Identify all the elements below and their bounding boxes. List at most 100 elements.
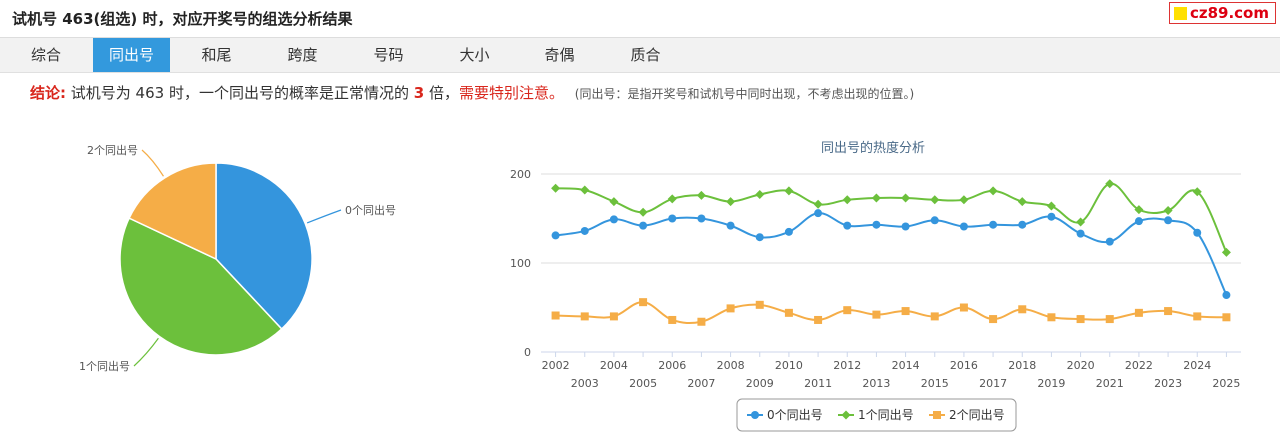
legend-label: 1个同出号 xyxy=(858,408,914,422)
data-point xyxy=(639,298,648,307)
data-point xyxy=(1134,205,1144,215)
data-point xyxy=(930,312,939,321)
data-point xyxy=(813,199,823,209)
data-point xyxy=(697,214,706,223)
x-tick-label: 2011 xyxy=(804,377,832,390)
data-point xyxy=(843,221,852,230)
data-point xyxy=(784,227,793,236)
x-tick-label: 2023 xyxy=(1154,377,1182,390)
data-point xyxy=(1017,197,1027,207)
data-point xyxy=(1221,247,1231,257)
data-point xyxy=(901,222,910,231)
conclusion-label: 结论: xyxy=(30,84,66,102)
line-chart: 同出号的热度分析01002002002200320042005200620072… xyxy=(510,140,1241,432)
x-tick-label: 2006 xyxy=(658,359,686,372)
data-point xyxy=(989,220,998,229)
data-point xyxy=(1193,312,1202,321)
data-point xyxy=(580,226,589,235)
conclusion-multiple: 3 xyxy=(413,84,425,102)
data-point xyxy=(697,317,706,326)
pie-slice-label: 0个同出号 xyxy=(345,203,396,217)
pie-slice-label: 2个同出号 xyxy=(87,143,138,157)
data-point xyxy=(901,193,911,203)
data-point xyxy=(1076,229,1085,238)
tab-prime-composite[interactable]: 质合 xyxy=(630,46,661,64)
conclusion-text-after: 倍， xyxy=(428,84,459,102)
data-point xyxy=(1047,313,1056,322)
tab-big-small[interactable]: 大小 xyxy=(459,46,490,64)
tab-overview[interactable]: 综合 xyxy=(30,46,61,64)
data-point xyxy=(842,195,852,205)
x-tick-label: 2005 xyxy=(629,377,657,390)
x-tick-label: 2017 xyxy=(979,377,1007,390)
page-title: 试机号 463(组选) 时，对应开奖号的组选分析结果 xyxy=(12,10,353,28)
tab-sum-tail[interactable]: 和尾 xyxy=(201,46,232,64)
data-point xyxy=(1222,291,1231,300)
data-point xyxy=(872,220,881,229)
x-tick-label: 2018 xyxy=(1008,359,1036,372)
data-point xyxy=(1018,305,1027,314)
x-tick-label: 2025 xyxy=(1212,377,1240,390)
pie-chart: 0个同出号 1个同出号 2个同出号 xyxy=(79,143,396,373)
data-point xyxy=(696,190,706,200)
data-point xyxy=(988,186,998,196)
x-tick-label: 2019 xyxy=(1037,377,1065,390)
data-point xyxy=(1105,237,1114,246)
data-point xyxy=(751,411,759,419)
x-tick-label: 2009 xyxy=(746,377,774,390)
data-point xyxy=(551,231,560,240)
x-tick-label: 2010 xyxy=(775,359,803,372)
data-point xyxy=(843,306,852,315)
series-line xyxy=(555,182,1228,253)
data-point xyxy=(814,315,823,324)
data-point xyxy=(580,185,590,195)
x-tick-label: 2020 xyxy=(1067,359,1095,372)
badge-square-icon xyxy=(1173,6,1187,20)
data-point xyxy=(814,209,823,218)
x-tick-label: 2007 xyxy=(687,377,715,390)
pie-slice xyxy=(128,162,217,261)
legend-label: 2个同出号 xyxy=(949,408,1005,422)
data-point xyxy=(551,311,560,320)
data-point xyxy=(1076,217,1086,227)
x-tick-label: 2015 xyxy=(921,377,949,390)
tab-same-numbers[interactable]: 同出号 xyxy=(93,38,170,72)
chart-title: 同出号的热度分析 xyxy=(821,140,925,156)
header-bar: 试机号 463(组选) 时，对应开奖号的组选分析结果 cz89.com xyxy=(0,0,1280,38)
data-point xyxy=(755,189,765,199)
data-point xyxy=(1192,187,1202,197)
data-point xyxy=(1018,220,1027,229)
site-badge[interactable]: cz89.com xyxy=(1168,2,1276,24)
pie-leader-line xyxy=(133,337,159,367)
y-tick-label: 100 xyxy=(510,257,531,270)
x-tick-label: 2021 xyxy=(1096,377,1124,390)
conclusion-line: 结论: 试机号为 463 时，一个同出号的概率是正常情况的 3 倍，需要特别注意… xyxy=(30,82,914,103)
data-point xyxy=(1134,308,1143,317)
data-point xyxy=(1076,315,1085,324)
data-point xyxy=(638,207,648,217)
x-tick-label: 2013 xyxy=(862,377,890,390)
pie-slice-label: 1个同出号 xyxy=(79,359,130,373)
data-point xyxy=(668,315,677,324)
x-tick-label: 2022 xyxy=(1125,359,1153,372)
data-point xyxy=(959,303,968,312)
data-point xyxy=(1163,205,1173,215)
tab-number[interactable]: 号码 xyxy=(373,46,404,64)
x-tick-label: 2024 xyxy=(1183,359,1211,372)
x-tick-label: 2016 xyxy=(950,359,978,372)
tab-odd-even[interactable]: 奇偶 xyxy=(544,46,575,64)
data-point xyxy=(989,315,998,324)
data-point xyxy=(1134,217,1143,226)
data-point xyxy=(930,216,939,225)
pie-slice xyxy=(119,217,283,356)
data-point xyxy=(933,411,941,419)
data-point xyxy=(1193,228,1202,237)
x-tick-label: 2004 xyxy=(600,359,628,372)
data-point xyxy=(726,197,736,207)
tab-span[interactable]: 跨度 xyxy=(287,46,318,64)
data-point xyxy=(551,183,561,193)
data-point xyxy=(930,195,940,205)
data-point xyxy=(959,195,969,205)
x-tick-label: 2003 xyxy=(571,377,599,390)
pie-slice xyxy=(215,162,313,331)
